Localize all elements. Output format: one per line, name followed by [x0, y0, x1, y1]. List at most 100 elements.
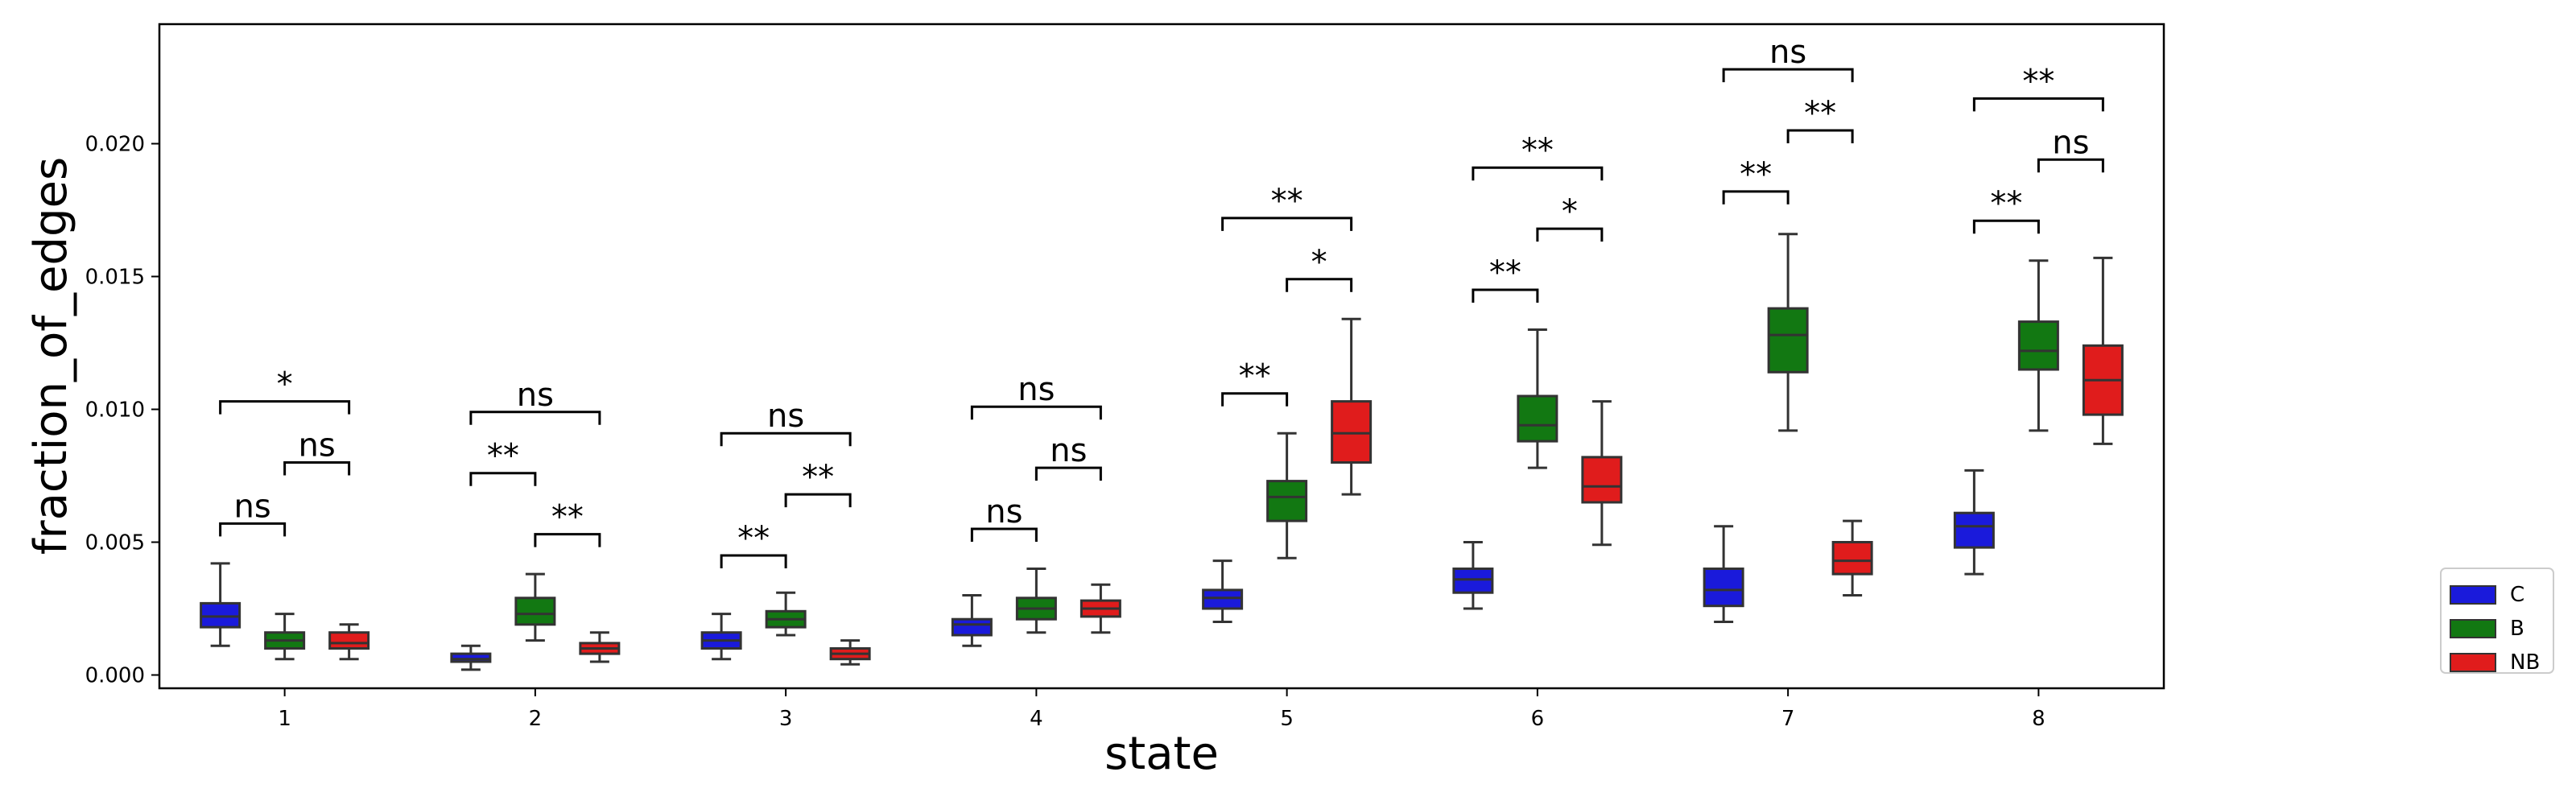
- bracket-line: [1286, 278, 1353, 292]
- y-tick-label: 0.005: [85, 531, 145, 555]
- significance-bracket: ns: [469, 377, 601, 425]
- significance-bracket: **: [1472, 132, 1604, 181]
- y-axis-label: fraction_of_edges: [25, 157, 77, 555]
- box-C-state-2: [450, 644, 492, 671]
- box-B-state-3: [765, 591, 807, 637]
- significance-label: ns: [767, 398, 804, 435]
- x-tick-label: 4: [1030, 707, 1043, 731]
- significance-label: **: [1990, 185, 2022, 222]
- box-C-state-4: [951, 594, 993, 647]
- significance-bracket: **: [1722, 156, 1790, 204]
- box-body: [1266, 480, 1308, 522]
- significance-bracket: *: [1536, 193, 1604, 242]
- significance-bracket: ns: [2037, 124, 2104, 173]
- box-B-state-1: [264, 613, 306, 661]
- box-C-state-6: [1452, 541, 1494, 610]
- box-C-state-1: [200, 562, 242, 647]
- significance-bracket: **: [534, 499, 601, 547]
- significance-label: **: [1489, 254, 1521, 291]
- legend-swatch-B: [2450, 619, 2496, 638]
- box-body: [1831, 541, 1873, 576]
- significance-label: **: [1239, 358, 1271, 395]
- x-tick-label: 8: [2032, 707, 2046, 731]
- significance-label: *: [1562, 193, 1578, 230]
- significance-bracket: *: [1286, 244, 1353, 292]
- legend-label-C: C: [2510, 583, 2524, 607]
- significance-label: ns: [2052, 124, 2089, 161]
- bracket-line: [534, 533, 601, 547]
- box-B-state-5: [1266, 431, 1308, 559]
- box-body: [1202, 588, 1244, 610]
- bracket-line: [2037, 158, 2104, 173]
- box-NB-state-1: [328, 623, 370, 661]
- significance-label: **: [1271, 183, 1303, 220]
- significance-label: **: [487, 438, 519, 475]
- box-body: [450, 652, 492, 663]
- box-C-state-3: [700, 613, 742, 661]
- significance-bracket: ns: [283, 427, 351, 476]
- box-NB-state-5: [1331, 317, 1373, 496]
- x-axis-label: state: [1104, 728, 1219, 780]
- bracket-line: [1786, 129, 1854, 143]
- box-B-state-8: [2017, 259, 2059, 432]
- x-axis-ticks: 1 2 3 4 5 6 7 8: [278, 688, 2046, 731]
- legend-swatch-NB: [2450, 653, 2496, 672]
- significance-label: **: [737, 520, 770, 557]
- bracket-line: [1221, 217, 1353, 231]
- box-C-state-8: [1953, 469, 1995, 576]
- box-B-state-6: [1517, 328, 1558, 469]
- significance-label: ns: [234, 488, 271, 525]
- bracket-line: [970, 527, 1038, 542]
- significance-label: ns: [299, 427, 336, 464]
- box-body: [1517, 394, 1558, 443]
- significance-label: *: [1311, 244, 1327, 281]
- significance-label: ns: [1018, 371, 1055, 408]
- box-NB-state-7: [1831, 519, 1873, 597]
- bracket-line: [219, 522, 287, 537]
- x-tick-label: 6: [1531, 707, 1545, 731]
- x-tick-label: 1: [278, 707, 291, 731]
- significance-bracket: ns: [1722, 34, 1854, 83]
- bracket-line: [720, 554, 787, 568]
- bracket-line: [1722, 190, 1790, 204]
- significance-bracket: **: [1221, 183, 1353, 231]
- significance-bracket: ns: [970, 371, 1102, 420]
- bracket-line: [1972, 97, 2104, 112]
- box-body: [951, 617, 993, 637]
- y-tick-label: 0.010: [85, 398, 145, 423]
- significance-bracket: **: [1472, 254, 1539, 303]
- box-NB-state-8: [2082, 256, 2124, 445]
- bracket-line: [283, 461, 351, 476]
- bracket-line: [1972, 219, 2040, 234]
- box-NB-state-6: [1581, 400, 1623, 547]
- significance-label: *: [277, 366, 293, 403]
- box-NB-state-4: [1080, 583, 1121, 634]
- legend-label-B: B: [2510, 617, 2524, 641]
- bracket-line: [1221, 392, 1289, 407]
- significance-label: **: [2022, 63, 2054, 100]
- significance-label: ns: [1050, 432, 1087, 469]
- box-body: [1452, 568, 1494, 594]
- legend-label-NB: NB: [2510, 650, 2540, 675]
- significance-bracket: **: [1972, 185, 2040, 234]
- y-tick-label: 0.000: [85, 664, 145, 688]
- significance-label: ns: [1769, 34, 1806, 71]
- box-C-state-5: [1202, 559, 1244, 623]
- bracket-line: [469, 411, 601, 425]
- box-NB-state-3: [829, 639, 871, 666]
- box-body: [1703, 568, 1744, 608]
- bracket-line: [469, 472, 537, 486]
- significance-bracket: **: [784, 459, 852, 508]
- bracket-line: [1034, 466, 1102, 481]
- box-body: [328, 631, 370, 650]
- legend-swatch-C: [2450, 585, 2496, 605]
- box-group: [200, 233, 2124, 671]
- significance-label: **: [802, 459, 834, 496]
- bracket-line: [1472, 166, 1604, 181]
- significance-label: ns: [985, 493, 1022, 530]
- x-tick-label: 5: [1280, 707, 1294, 731]
- significance-bracket: **: [1221, 358, 1289, 407]
- box-B-state-2: [514, 572, 556, 642]
- significance-bracket: *: [219, 366, 351, 415]
